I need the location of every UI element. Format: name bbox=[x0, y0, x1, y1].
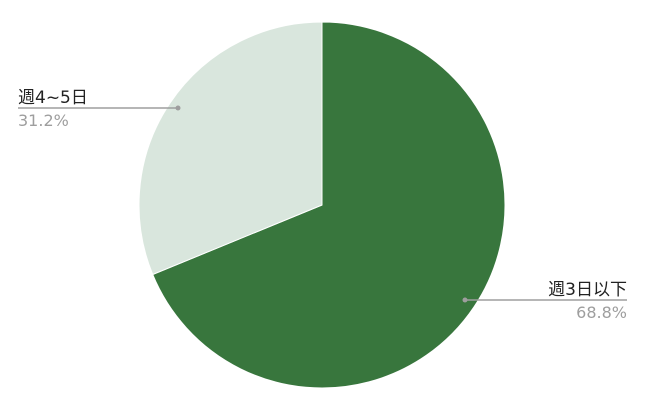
slice-label: 週3日以下 bbox=[548, 280, 627, 300]
slice-value-label: 31.2% bbox=[18, 111, 69, 130]
leader-dot bbox=[462, 297, 468, 303]
pie-slice-0 bbox=[152, 21, 506, 389]
pie-slice-1 bbox=[138, 21, 323, 276]
callout-slice-1: 週4~5日 31.2% bbox=[18, 88, 181, 130]
slice-value-label: 68.8% bbox=[576, 303, 627, 322]
callout-slice-0: 週3日以下 68.8% bbox=[462, 280, 627, 322]
slice-label: 週4~5日 bbox=[18, 88, 88, 108]
leader-dot bbox=[175, 105, 181, 111]
